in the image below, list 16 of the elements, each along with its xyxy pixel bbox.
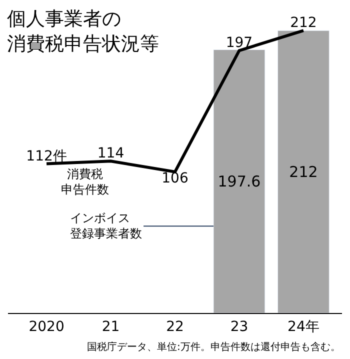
x-tick-label: 2020 bbox=[28, 318, 64, 335]
x-tick-label: 23 bbox=[230, 318, 248, 335]
data-label: 197.6 bbox=[218, 172, 261, 190]
data-label: 114 bbox=[97, 146, 124, 162]
series-label: 消費税申告件数 bbox=[61, 167, 109, 197]
data-label: 212 bbox=[289, 162, 318, 181]
chart-title: 個人事業者の消費税申告状況等 bbox=[7, 8, 159, 55]
data-label: 112件 bbox=[26, 148, 67, 164]
x-tick-label: 24年 bbox=[288, 318, 320, 335]
text: 国税庁データ、単位:万件。申告件数は還付申告も含む。 bbox=[87, 341, 340, 353]
data-label: 197 bbox=[226, 35, 253, 52]
x-tick-label: 21 bbox=[102, 318, 120, 335]
data-label: 212 bbox=[290, 15, 317, 32]
text: インボイス登録事業者数 bbox=[70, 211, 142, 241]
x-tick-label: 22 bbox=[166, 318, 184, 335]
data-label: 106 bbox=[162, 170, 188, 186]
